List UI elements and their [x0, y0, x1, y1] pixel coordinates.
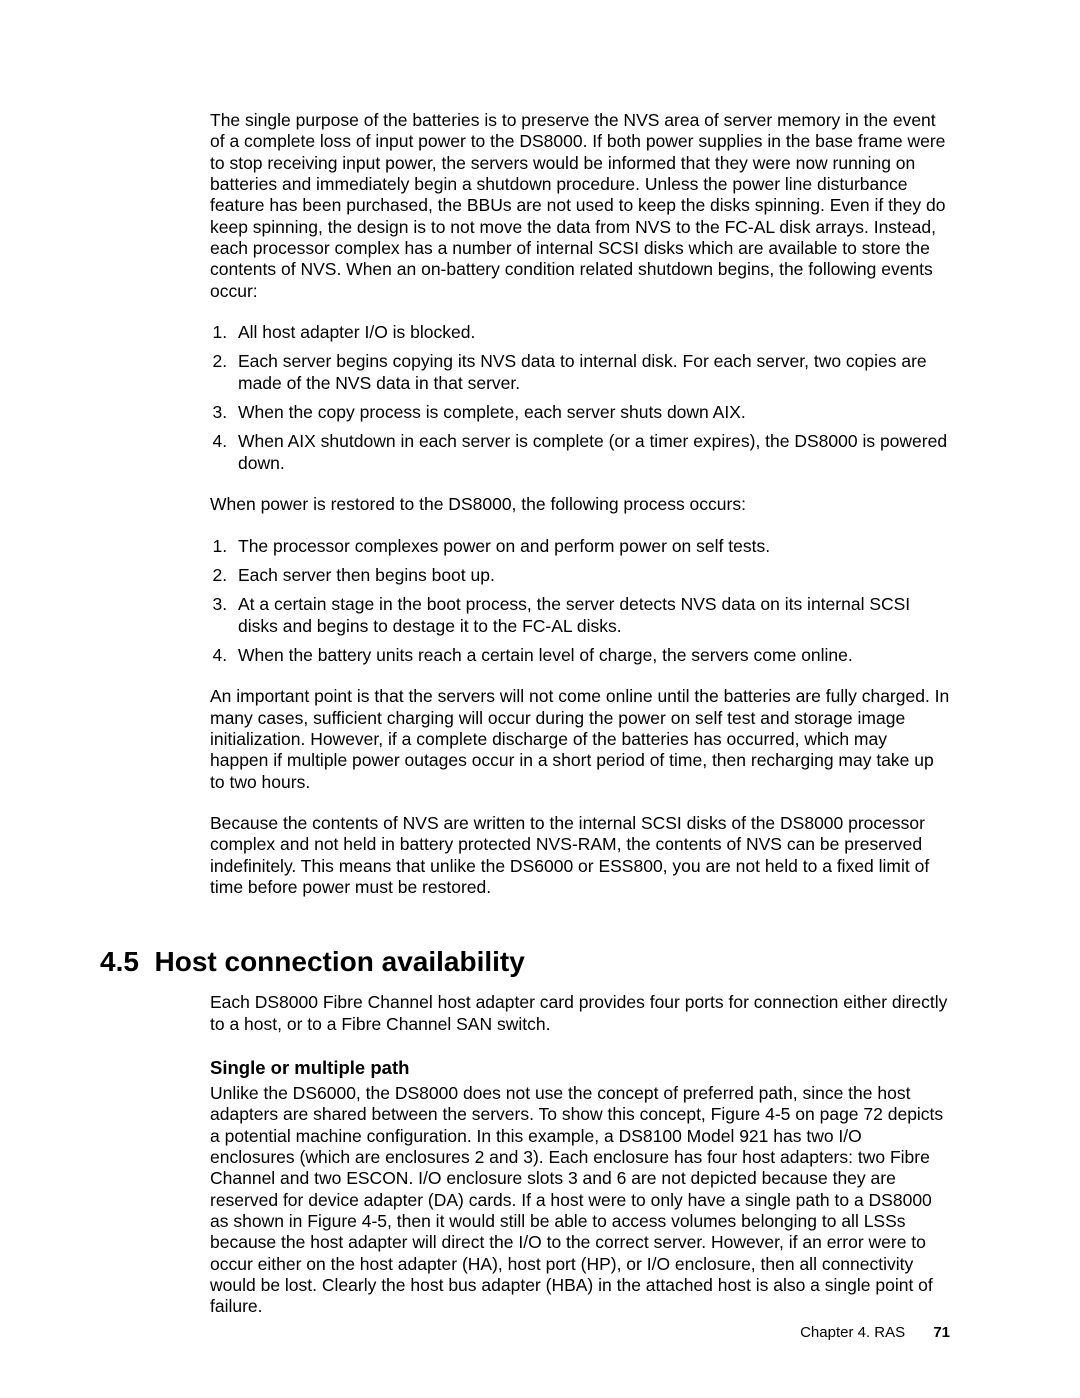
important-point-paragraph: An important point is that the servers w…: [210, 686, 950, 793]
list-item: At a certain stage in the boot process, …: [232, 594, 950, 637]
list-item: When the battery units reach a certain l…: [232, 645, 950, 666]
restore-intro-paragraph: When power is restored to the DS8000, th…: [210, 494, 950, 515]
footer-page-number: 71: [933, 1324, 950, 1341]
shutdown-events-list: All host adapter I/O is blocked. Each se…: [210, 322, 950, 474]
list-item: Each server begins copying its NVS data …: [232, 351, 950, 394]
intro-paragraph: The single purpose of the batteries is t…: [210, 110, 950, 302]
list-item: All host adapter I/O is blocked.: [232, 322, 950, 343]
list-item: The processor complexes power on and per…: [232, 536, 950, 557]
page-footer: Chapter 4. RAS 71: [800, 1324, 950, 1341]
section-number: 4.5: [100, 946, 139, 977]
single-multiple-path-paragraph: Unlike the DS6000, the DS8000 does not u…: [210, 1083, 950, 1318]
subheading: Single or multiple path: [210, 1057, 950, 1079]
list-item: When the copy process is complete, each …: [232, 402, 950, 423]
footer-chapter: Chapter 4. RAS: [800, 1324, 905, 1341]
section-heading: 4.5 Host connection availability: [100, 946, 950, 978]
list-item: When AIX shutdown in each server is comp…: [232, 431, 950, 474]
nvs-paragraph: Because the contents of NVS are written …: [210, 813, 950, 898]
section-title: Host connection availability: [155, 946, 525, 977]
list-item: Each server then begins boot up.: [232, 565, 950, 586]
section-intro-paragraph: Each DS8000 Fibre Channel host adapter c…: [210, 992, 950, 1035]
restore-process-list: The processor complexes power on and per…: [210, 536, 950, 667]
